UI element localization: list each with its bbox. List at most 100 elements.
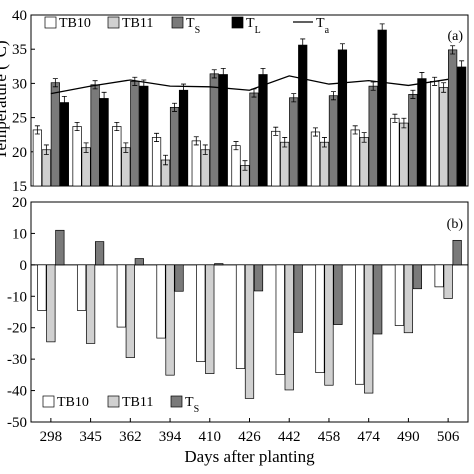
x-axis: 298 345 362 394 410 426 442 458 474 490 506 — [40, 418, 460, 445]
panel-a-y-axis-title: Temperature (°C) — [0, 40, 10, 159]
panel-b-bars — [37, 229, 462, 399]
panel-a-bar-tl-394 — [178, 89, 189, 187]
panel-a-bar-tb11-362 — [121, 147, 131, 187]
panel-b-y-tick-label-0: 0 — [20, 258, 28, 274]
panel-a-legend-label-tb11: TB11 — [122, 16, 153, 31]
panel-a-bar-ts-474 — [368, 85, 378, 187]
panel-b-bar-tb11-362 — [125, 264, 135, 358]
panel-a-error-bar-tb11-442 — [282, 137, 288, 148]
panel-a-error-bar-tb11-362 — [123, 142, 129, 153]
panel-a-error-bar-ts-345 — [92, 80, 98, 90]
panel-b-bar-tb11-298 — [46, 264, 56, 343]
panel-a-bar-tl-442 — [298, 44, 308, 187]
panel-b-y-tick-label-20: 20 — [12, 195, 27, 211]
panel-b-bar-ts-298 — [55, 229, 65, 266]
panel-b-bar-tb11-442 — [284, 264, 294, 391]
panel-b-legend-label-tb10: TB10 — [57, 395, 89, 410]
panel-b-y-tick-label--10: -10 — [7, 289, 27, 305]
panel-a-error-bar-tl-298 — [61, 95, 67, 110]
x-tick-label-458: 458 — [318, 429, 341, 445]
panel-b-bar-tb10-458 — [315, 264, 325, 374]
panel-a-legend-label-ta: Ta — [316, 16, 330, 36]
panel-a-bar-ts-458 — [328, 95, 339, 187]
panel-a-bars — [32, 29, 467, 187]
panel-a-bar-tl-506 — [457, 66, 467, 187]
panel-a-error-bar-tb10-458 — [312, 127, 318, 137]
panel-a-label: (a) — [447, 29, 463, 44]
x-tick-label-442: 442 — [278, 429, 301, 445]
panel-a-error-bar-tl-474 — [379, 23, 385, 37]
panel-a-bar-ts-442 — [289, 97, 299, 187]
panel-a-error-bar-tb10-345 — [74, 121, 80, 131]
panel-a-error-bar-tb11-298 — [43, 144, 49, 155]
panel-b-bar-tb10-490 — [394, 264, 405, 326]
panel-b-bar-ts-458 — [333, 264, 343, 325]
panel-b-bar-tb10-506 — [434, 264, 444, 288]
panel-a-error-bar-tl-345 — [101, 91, 107, 106]
panel-a-bar-tb10-298 — [32, 129, 42, 187]
panel-b-bar-ts-490 — [412, 264, 423, 290]
panel-a-error-bar-ts-298 — [52, 78, 58, 88]
panel-a-bar-ts-426 — [249, 92, 259, 187]
panel-b-bar-tb11-506 — [443, 264, 453, 299]
panel-b-bar-tb10-426 — [235, 264, 246, 369]
panel-a-bar-ts-410 — [209, 73, 219, 187]
panel-a-error-bar-ts-442 — [291, 93, 297, 103]
panel-b-bar-ts-442 — [293, 264, 303, 333]
panel-a-bar-tb11-410 — [200, 149, 210, 187]
panel-b: -50 -40 -30 -20 -10 0 10 20 TB10 TB11 TS (b) — [7, 195, 469, 431]
panel-a-bar-tb10-458 — [310, 131, 321, 187]
panel-b-y-tick-label--50: -50 — [7, 415, 27, 431]
panel-b-bar-tb11-426 — [244, 264, 255, 399]
panel-a-legend-swatch-tl — [231, 16, 244, 29]
panel-a-y-axis: 15 20 25 30 35 40 — [12, 8, 35, 195]
panel-a-bar-tb10-490 — [390, 117, 400, 187]
panel-a-error-bar-tb10-474 — [352, 125, 358, 135]
panel-a-bar-tl-426 — [258, 74, 268, 187]
panel-a-bar-tl-410 — [218, 74, 228, 187]
panel-b-y-tick-label--30: -30 — [7, 352, 27, 368]
panel-a-bar-tl-362 — [139, 85, 149, 187]
x-axis-title: Days after planting — [184, 447, 315, 466]
panel-a-y-tick-label-35: 35 — [12, 42, 27, 58]
panel-a-bar-ts-298 — [50, 82, 60, 187]
panel-a-bar-ts-490 — [408, 93, 418, 187]
panel-b-bar-tb11-458 — [324, 264, 334, 386]
x-tick-label-426: 426 — [238, 429, 261, 445]
panel-a-bar-tb10-345 — [72, 126, 82, 187]
panel-a-error-bar-tb10-298 — [34, 125, 40, 135]
panel-b-bar-ts-474 — [373, 264, 383, 335]
panel-a-legend-swatch-tb10 — [44, 16, 57, 29]
panel-a-bar-tb11-442 — [280, 141, 290, 187]
panel-a-error-bar-tb10-394 — [154, 132, 160, 142]
panel-a-error-bar-tb11-345 — [83, 142, 89, 153]
panel-b-bar-tb10-345 — [76, 264, 87, 311]
panel-a-error-bar-tb11-394 — [163, 154, 169, 166]
panel-a-bar-ts-506 — [448, 49, 458, 187]
panel-a-bar-tb11-458 — [319, 141, 330, 187]
panel-a-line-ta — [50, 75, 449, 95]
panel-b-y-tick-label-10: 10 — [12, 226, 27, 242]
panel-a-error-bar-tb10-490 — [392, 113, 398, 123]
panel-b-legend-swatch-tb11 — [107, 395, 120, 408]
x-tick-label-298: 298 — [40, 429, 63, 445]
panel-b-bar-tb11-394 — [165, 264, 175, 376]
x-tick-label-506: 506 — [437, 429, 460, 445]
panel-a-y-tick-label-25: 25 — [12, 111, 27, 127]
x-tick-label-362: 362 — [119, 429, 142, 445]
panel-a-ta-line — [50, 75, 449, 95]
panel-b-bar-tb11-490 — [403, 264, 414, 334]
panel-a-error-bar-tb11-426 — [242, 160, 248, 171]
panel-a-error-bar-ts-506 — [450, 45, 456, 55]
x-tick-label-345: 345 — [79, 429, 102, 445]
panel-a-error-bar-tl-506 — [459, 60, 465, 74]
panel-b-bar-tb10-474 — [355, 264, 365, 385]
panel-b-bar-ts-394 — [174, 264, 184, 292]
panel-a-error-bar-ts-410 — [211, 69, 217, 79]
panel-a-error-bar-tb10-362 — [114, 121, 120, 131]
panel-a-error-bar-ts-458 — [330, 91, 336, 101]
panel-a: 15 20 25 30 35 40 TB10 TB11 TS TL Ta (a) Temperat… — [0, 8, 469, 195]
panel-a-error-bar-tb11-458 — [321, 137, 327, 148]
panel-a-error-bar-tb11-490 — [401, 117, 407, 129]
panel-a-error-bar-tl-426 — [260, 67, 266, 82]
